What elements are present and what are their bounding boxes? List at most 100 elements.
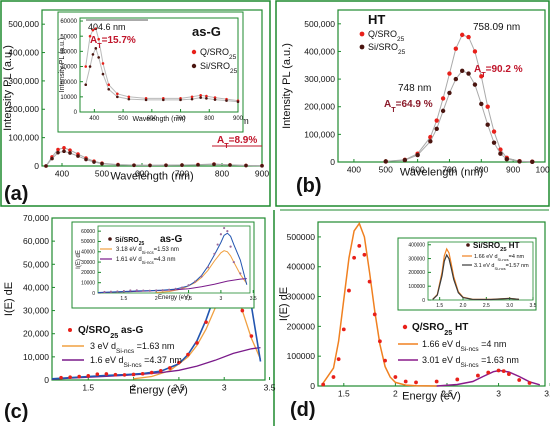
panel-d-point <box>331 375 336 379</box>
panel-c-inset-x-tick-label: 3.5 <box>250 296 257 302</box>
panel-c-inset-point <box>226 230 229 233</box>
panel-c-inset-point <box>216 243 219 246</box>
panel-a-point <box>132 163 136 168</box>
panel-a-inset-point <box>179 98 182 102</box>
panel-c-inset-point <box>168 288 171 291</box>
panel-c-legend-label: 3 eV dSi-ncs =1.63 nm <box>90 341 174 355</box>
panel-a-x-tick-label: 500 <box>95 169 109 179</box>
panel-a-inset-point <box>107 87 111 91</box>
panel-a-inset-point <box>97 37 100 41</box>
panel-b-plot-frame <box>337 9 546 163</box>
panel-b-x-tick-label: 700 <box>442 165 456 175</box>
panel-b-y-tick-label: 400,000 <box>304 46 335 56</box>
panel-b-point <box>498 151 503 156</box>
panel-a-legend-marker <box>191 63 197 69</box>
panel-b-point <box>434 118 439 123</box>
panel-c-inset-point <box>122 290 125 293</box>
panel-c-inset-point <box>213 252 216 255</box>
panel-d-legend-label: Q/SRO25 HT <box>412 322 468 337</box>
panel-c-y-tick-label: 50,000 <box>23 259 49 269</box>
panel-c-inset-point <box>142 289 145 292</box>
panel-a-inset-x-tick-label: 500 <box>118 116 129 122</box>
panel-c-point <box>204 320 208 324</box>
panel-d-x-tick-label: 2 <box>393 389 398 399</box>
panel-c-point <box>113 372 118 377</box>
panel-a-inset-y-tick-label: 20000 <box>60 80 77 86</box>
panel-b-point <box>491 140 497 145</box>
panel-c-inset-point <box>129 289 132 292</box>
panel-b-point <box>466 34 471 40</box>
panel-a-inset-x-tick-label: 700 <box>176 116 187 122</box>
panel-c-inset-point <box>109 290 113 293</box>
panel-a-inset-point <box>107 83 111 87</box>
panel-a-series-label: as-G <box>192 24 221 39</box>
panel-c-inset-y-tick-label: 0 <box>92 291 95 297</box>
panel-a-point <box>260 163 264 168</box>
panel-d-x-axis-label: Energy (eV) <box>402 391 461 403</box>
panel-c-inset-plot-frame <box>97 225 251 294</box>
panel-a-y-tick-label: 100,000 <box>8 133 39 143</box>
panel-a-inset-annotation-at: AT=15.7% <box>90 35 136 50</box>
panel-a-inset-point <box>205 94 208 98</box>
panel-c-point <box>177 360 181 365</box>
panel-b-point <box>428 139 433 144</box>
panel-a-annotation-at: AT=8.9% <box>217 135 257 150</box>
panel-d-inset-x-tick-label: 3.5 <box>530 303 537 309</box>
panel-d-point <box>434 379 439 384</box>
panel-a-inset-point <box>97 56 100 59</box>
panel-a-y-tick-label: 200,000 <box>8 104 39 114</box>
panel-a-inset-y-tick-label: 50000 <box>60 34 77 40</box>
panel-a-inset-y-tick-label: 10000 <box>60 95 77 101</box>
panel-a-point <box>50 156 54 161</box>
panel-a-inset-point <box>94 47 98 50</box>
panel-c-inset-y-tick-label: 30000 <box>81 260 95 266</box>
panel-a-inset-point <box>162 98 165 102</box>
panel-b-x-tick-label: 500 <box>379 165 393 175</box>
panel-b-point <box>479 74 484 79</box>
panel-d-point <box>321 382 326 387</box>
panel-a-frame <box>0 0 271 207</box>
panel-c-inset-series-label: as-G <box>160 234 182 245</box>
panel-b-y-axis-label: Intensity PL (a.u.) <box>281 43 293 129</box>
panel-c-y-tick-label: 70,000 <box>23 213 49 223</box>
panel-c-inset-point <box>187 284 190 287</box>
panel-a-x-tick-label: 600 <box>135 169 149 179</box>
panel-a-inset-point <box>116 92 119 96</box>
panel-a-point <box>68 151 72 155</box>
panel-a-inset-point <box>190 97 194 101</box>
panel-c-point <box>68 375 72 380</box>
panel-c-inset-y-tick-label: 40000 <box>81 250 95 256</box>
panel-c-point <box>131 372 136 377</box>
panel-a-y-tick-label: 300,000 <box>8 76 39 86</box>
panel-c-x-tick-label: 3.5 <box>264 383 276 393</box>
panel-b-y-tick-label: 0 <box>330 157 335 167</box>
panel-b-point <box>402 157 408 163</box>
panel-d-y-tick-label: 0 <box>310 381 315 391</box>
panel-d-inset-x-tick-label: 2.0 <box>460 303 467 309</box>
panel-a-inset-point <box>213 96 217 99</box>
panel-a-y-tick-label: 400,000 <box>8 48 39 58</box>
panel-c-point <box>95 372 100 377</box>
panel-c-inset-point <box>229 245 232 248</box>
panel-b-x-tick-label: 1000 <box>536 165 550 175</box>
panel-b-y-tick-label: 100,000 <box>304 129 335 139</box>
panel-c-inset-legend-label: 1.61 eV dSi-ncs=4.3 nm <box>116 257 176 265</box>
panel-b-point <box>415 152 420 158</box>
panel-b-point <box>485 104 490 109</box>
panel-d-point <box>378 339 382 344</box>
panel-c-point <box>168 366 172 370</box>
panel-a-point <box>68 148 72 152</box>
panel-b-legend-marker <box>359 44 365 50</box>
panel-d-point <box>341 327 346 332</box>
panel-c-inset-point <box>219 233 222 236</box>
panel-b-point <box>485 122 490 127</box>
panel-a-point <box>148 163 152 168</box>
panel-a-point <box>56 150 60 155</box>
panel-a-inset-point <box>84 65 88 68</box>
panel-d-inset-fit-line <box>432 253 520 301</box>
panel-c-inset-y-tick-label: 20000 <box>81 270 95 276</box>
panel-c-inset-point <box>223 226 226 230</box>
panel-d-x-tick-label: 2.5 <box>441 389 453 399</box>
panel-d-legend-label: 3.01 eV dSi-ncs =1.63 nm <box>422 355 519 369</box>
